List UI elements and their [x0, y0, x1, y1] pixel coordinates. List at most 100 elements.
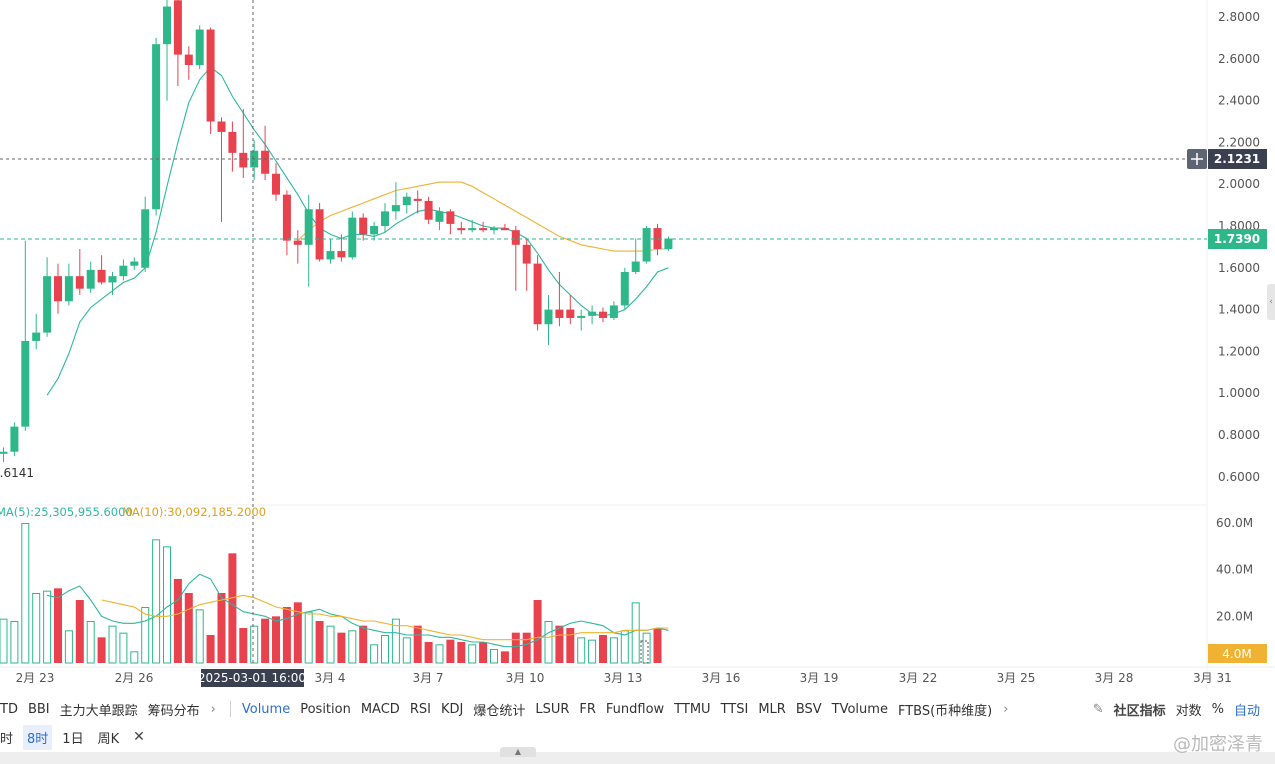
- volume-bars: [0, 523, 662, 664]
- volume-bar: [337, 632, 346, 663]
- volume-bar: [631, 602, 640, 664]
- price-tick-label: 1.2000: [1218, 344, 1260, 358]
- candle: [631, 238, 640, 275]
- volume-bar: [119, 632, 128, 664]
- volume-bar: [348, 630, 357, 664]
- volume-bar: [544, 621, 553, 664]
- indicator-td[interactable]: TD: [0, 701, 18, 717]
- pending-volume-marker: [640, 640, 649, 664]
- price-tick-label: 2.6000: [1218, 52, 1260, 66]
- log-scale-toggle[interactable]: 对数: [1175, 703, 1202, 719]
- time-tick-label: 3月 25: [997, 671, 1036, 685]
- volume-bar: [21, 523, 30, 664]
- candle: [424, 196, 433, 224]
- indicator-ftbs[interactable]: FTBS(币种维度): [897, 703, 993, 719]
- indicator-bsv[interactable]: BSV: [795, 701, 822, 717]
- candle: [544, 294, 553, 346]
- price-tick-label: 2.0000: [1218, 177, 1260, 191]
- candle: [511, 226, 520, 291]
- indicator-liquidation[interactable]: 爆仓统计: [473, 703, 526, 719]
- timeframe-week[interactable]: 周K: [97, 731, 120, 747]
- volume-bar: [413, 625, 422, 663]
- volume-bar: [250, 625, 259, 664]
- time-tick-label: 3月 4: [314, 671, 345, 685]
- price-ma-fast-line: [46, 66, 669, 396]
- volume-bar: [54, 588, 62, 663]
- volume-moving-averages: [46, 573, 669, 648]
- volume-bar: [217, 593, 226, 663]
- indicator-ttsi[interactable]: TTSI: [720, 701, 749, 717]
- panel-expand-handle[interactable]: ‹: [1267, 284, 1275, 320]
- timeframe-8h[interactable]: 8时: [23, 724, 53, 750]
- indicator-volume[interactable]: Volume: [241, 701, 291, 717]
- candle: [315, 203, 324, 262]
- candle: [43, 257, 52, 337]
- candle: [261, 125, 270, 181]
- candle: [653, 223, 662, 256]
- candle: [250, 140, 259, 181]
- candle: [348, 211, 357, 260]
- volume-bar: [424, 642, 433, 663]
- indicator-mlr[interactable]: MLR: [758, 701, 786, 717]
- crosshair-add-button[interactable]: [1187, 149, 1207, 169]
- chevron-right-icon[interactable]: ›: [210, 701, 216, 717]
- indicator-macd[interactable]: MACD: [360, 701, 400, 717]
- candle: [304, 194, 313, 287]
- volume-bar: [108, 625, 117, 664]
- volume-bar: [152, 539, 161, 664]
- candle: [272, 163, 280, 201]
- edit-icon[interactable]: ✎: [1092, 701, 1104, 717]
- volume-bar: [381, 635, 389, 664]
- community-indicators-button[interactable]: 社区指标: [1113, 703, 1166, 719]
- candle: [522, 238, 531, 291]
- volume-bar: [195, 609, 204, 664]
- last-volume-label: 4.0M: [1222, 647, 1251, 661]
- chevron-up-icon[interactable]: ▲: [500, 747, 536, 757]
- crosshair-price-label: 2.1231: [1214, 152, 1260, 166]
- volume-tick-label: 20.0M: [1216, 609, 1253, 623]
- candle: [599, 307, 607, 323]
- price-ma-slow-line: [297, 181, 669, 252]
- price-chart[interactable]: 2.80002.60002.40002.20002.00001.80001.60…: [0, 0, 1275, 690]
- candle: [217, 117, 226, 222]
- percent-scale-toggle[interactable]: %: [1211, 701, 1224, 717]
- volume-ma10-line: [101, 594, 669, 641]
- close-icon[interactable]: ✕: [133, 729, 145, 745]
- volume-ma5-line: [46, 573, 669, 648]
- indicator-tvolume[interactable]: TVolume: [831, 701, 888, 717]
- chevron-right-icon[interactable]: ›: [1003, 701, 1009, 717]
- indicator-fr[interactable]: FR: [579, 701, 596, 717]
- candle: [337, 234, 346, 262]
- indicator-bbi[interactable]: BBI: [27, 701, 50, 717]
- candle: [86, 261, 95, 293]
- volume-bar: [130, 651, 139, 664]
- timeframe-1d[interactable]: 1日: [62, 731, 84, 747]
- volume-bar: [609, 637, 618, 664]
- candle: [141, 196, 150, 272]
- candle: [173, 0, 182, 86]
- grid-lines: [0, 0, 1275, 690]
- indicator-rsi[interactable]: RSI: [409, 701, 431, 717]
- indicator-fundflow[interactable]: Fundflow: [605, 701, 665, 717]
- candle: [108, 271, 117, 295]
- indicator-position[interactable]: Position: [300, 701, 351, 717]
- timeframe-hour[interactable]: 时: [0, 731, 14, 747]
- volume-bar: [315, 621, 324, 663]
- indicator-chip[interactable]: 筹码分布: [147, 703, 200, 719]
- auto-scale-toggle[interactable]: 自动: [1233, 703, 1260, 719]
- volume-bar: [370, 644, 379, 664]
- indicator-main-order[interactable]: 主力大单跟踪: [59, 703, 138, 719]
- candle: [479, 221, 488, 233]
- time-tick-label: 2月 23: [16, 671, 55, 685]
- indicator-ttmu[interactable]: TTMU: [674, 701, 711, 717]
- candle: [588, 305, 597, 325]
- indicator-kdj[interactable]: KDJ: [440, 701, 464, 717]
- indicator-lsur[interactable]: LSUR: [535, 701, 570, 717]
- candle: [293, 230, 302, 264]
- volume-bar: [0, 618, 8, 664]
- candle: [370, 221, 379, 241]
- volume-bar: [402, 637, 411, 664]
- last-price-label: 1.7390: [1214, 232, 1260, 246]
- volume-bar: [577, 637, 586, 664]
- price-tick-label: 2.8000: [1218, 10, 1260, 24]
